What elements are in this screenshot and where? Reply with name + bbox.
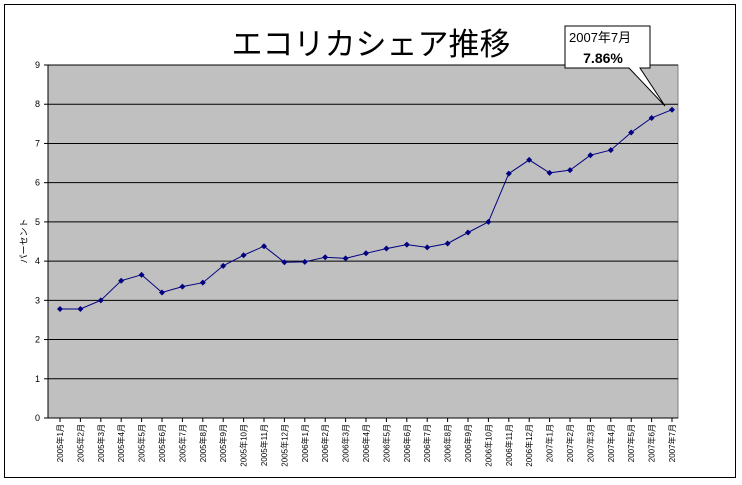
data-point: [526, 156, 533, 163]
y-tick-label: 2: [35, 335, 40, 345]
x-tick-label: 2005年5月: [137, 424, 147, 462]
data-point: [505, 170, 512, 177]
data-point: [403, 241, 410, 248]
data-point: [424, 244, 431, 251]
data-callout: 2007年7月 7.86%: [564, 25, 666, 107]
y-tick-label: 6: [35, 178, 40, 188]
data-point: [567, 167, 573, 174]
callout-date: 2007年7月: [569, 30, 631, 45]
x-tick-label: 2005年11月: [259, 424, 269, 466]
data-point: [587, 152, 594, 159]
x-axis-ticks: 2005年1月 2005年2月 2005年3月 2005年4月 2005年5月 2005年…: [55, 418, 677, 467]
callout-box: [564, 25, 666, 107]
y-tick-label: 5: [35, 217, 40, 227]
x-tick-label: 2006年7月: [422, 424, 432, 462]
x-tick-label: 2005年2月: [75, 424, 85, 462]
data-point: [261, 243, 267, 250]
x-tick-label: 2006年2月: [320, 424, 330, 462]
x-tick-label: 2005年12月: [279, 424, 289, 467]
data-point: [383, 245, 390, 252]
data-point: [57, 305, 63, 312]
x-tick-label: 2007年2月: [565, 424, 575, 462]
x-tick-label: 2006年5月: [381, 424, 391, 462]
data-point: [669, 106, 675, 113]
x-tick-label: 2005年7月: [177, 424, 187, 462]
x-tick-label: 2007年6月: [647, 424, 657, 462]
x-tick-label: 2006年8月: [443, 424, 453, 462]
data-point: [444, 240, 451, 247]
data-point: [322, 254, 329, 261]
data-point: [465, 229, 471, 236]
x-tick-label: 2005年8月: [198, 424, 208, 462]
data-point: [199, 279, 206, 286]
data-point: [648, 114, 655, 121]
callout-value: 7.86%: [583, 50, 623, 66]
gridlines: [48, 64, 678, 380]
x-tick-label: 2006年11月: [504, 424, 514, 466]
y-tick-label: 4: [35, 256, 40, 266]
x-tick-label: 2006年12月: [524, 424, 534, 467]
x-tick-label: 2006年9月: [463, 424, 473, 462]
data-point: [159, 289, 165, 296]
data-point: [363, 250, 369, 257]
x-tick-label: 2006年3月: [341, 424, 351, 462]
x-tick-label: 2007年1月: [545, 424, 555, 462]
x-tick-label: 2007年3月: [585, 424, 595, 462]
x-tick-label: 2006年1月: [300, 424, 310, 462]
data-point: [546, 169, 553, 176]
data-point: [607, 147, 614, 154]
data-point: [220, 262, 227, 269]
data-point: [77, 305, 84, 312]
plot-area: [47, 64, 679, 419]
x-tick-label: 2005年6月: [157, 424, 167, 462]
y-tick-label: 8: [35, 99, 40, 109]
data-point: [281, 259, 288, 266]
x-tick-label: 2006年4月: [361, 424, 371, 462]
data-point: [179, 283, 186, 290]
y-axis-label: パーセント: [19, 218, 29, 263]
data-point: [97, 297, 104, 304]
x-tick-label: 2007年7月: [667, 424, 677, 462]
data-point: [138, 271, 145, 278]
x-tick-label: 2006年10月: [483, 424, 493, 467]
y-tick-label: 7: [35, 138, 40, 148]
x-tick-label: 2005年10月: [239, 424, 249, 467]
x-tick-label: 2005年3月: [96, 424, 106, 462]
x-tick-label: 2007年4月: [606, 424, 616, 462]
y-axis-ticks: 0 1 2 3 4 5 6 7 8 9: [35, 60, 48, 423]
y-tick-label: 1: [35, 374, 40, 384]
data-point: [628, 129, 635, 136]
y-tick-label: 9: [35, 60, 40, 70]
series-group: [57, 106, 675, 312]
y-tick-label: 0: [35, 413, 40, 423]
y-tick-label: 3: [35, 295, 40, 305]
x-tick-label: 2005年9月: [218, 424, 228, 462]
data-point: [240, 252, 247, 259]
data-point: [118, 277, 125, 284]
data-point: [301, 258, 308, 265]
data-point: [485, 218, 492, 225]
x-tick-label: 2006年6月: [402, 424, 412, 462]
x-tick-label: 2005年4月: [116, 424, 126, 462]
x-tick-label: 2005年1月: [55, 424, 65, 462]
x-tick-label: 2007年5月: [626, 424, 636, 462]
chart-title: エコリカシェア推移: [232, 27, 511, 63]
data-point: [342, 255, 349, 262]
